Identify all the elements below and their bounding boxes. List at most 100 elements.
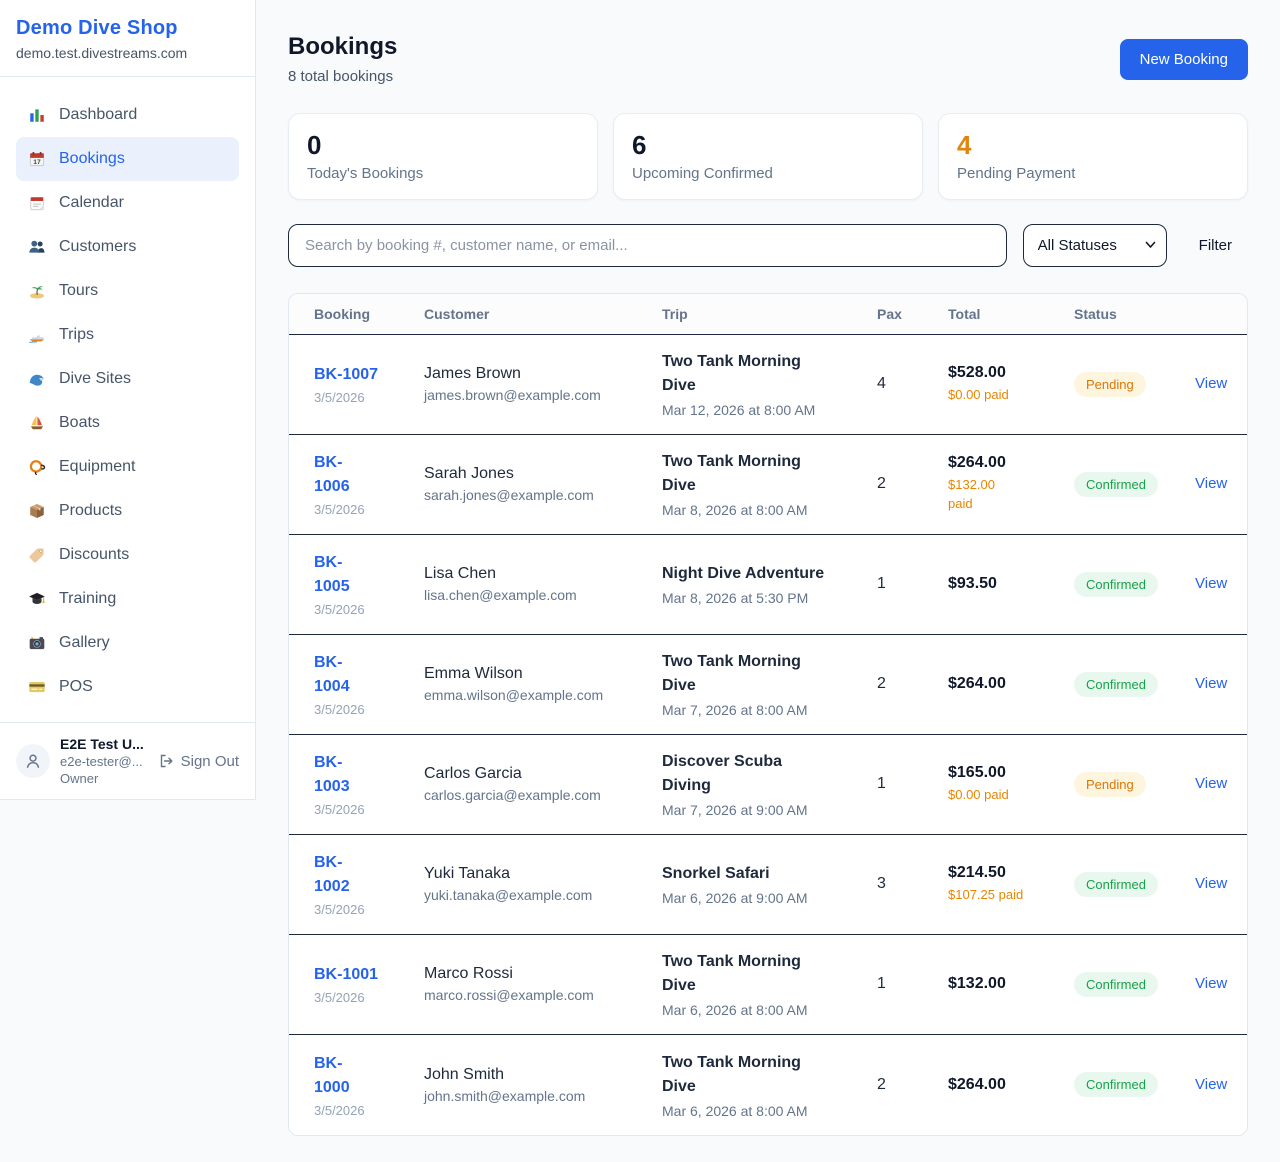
- sidebar-item-boats[interactable]: Boats: [16, 401, 239, 445]
- actions-cell: View: [1195, 375, 1227, 393]
- trip-name: Two Tank Morning Dive: [662, 653, 801, 695]
- new-booking-button[interactable]: New Booking: [1119, 39, 1248, 80]
- status-cell: Confirmed: [1074, 971, 1195, 997]
- sidebar: Demo Dive Shop demo.test.divestreams.com…: [0, 0, 256, 800]
- view-link[interactable]: View: [1195, 675, 1228, 693]
- trip-cell: Two Tank Morning Dive Mar 6, 2026 at 8:0…: [662, 950, 877, 1018]
- status-cell: Confirmed: [1074, 1072, 1195, 1098]
- desert-island-icon: [30, 286, 44, 299]
- paid-amount: $0.00 paid: [948, 386, 1009, 402]
- trip-name: Two Tank Morning Dive: [662, 1053, 801, 1095]
- view-link[interactable]: View: [1195, 475, 1228, 493]
- stat-value: 4: [957, 130, 972, 160]
- view-link[interactable]: View: [1195, 875, 1228, 893]
- trip-datetime: Mar 6, 2026 at 8:00 AM: [662, 1002, 808, 1019]
- booking-cell: BK- 1003 3/5/2026: [314, 751, 424, 817]
- booking-id-link[interactable]: BK- 1005: [314, 554, 350, 596]
- person-icon: [26, 754, 40, 768]
- table-row: BK- 1002 3/5/2026 Yuki Tanaka yuki.tanak…: [289, 835, 1247, 935]
- bar-chart-icon: [30, 109, 44, 122]
- booking-date: 3/5/2026: [314, 502, 365, 518]
- customer-name: Yuki Tanaka: [424, 865, 510, 883]
- stat-card-upcoming-confirmed: 6 Upcoming Confirmed: [613, 113, 923, 200]
- total-amount: $93.50: [948, 575, 997, 593]
- sidebar-item-pos[interactable]: POS: [16, 665, 239, 709]
- view-link[interactable]: View: [1195, 1075, 1228, 1093]
- sidebar-item-gallery[interactable]: Gallery: [16, 621, 239, 665]
- view-link[interactable]: View: [1195, 575, 1228, 593]
- filter-button[interactable]: Filter: [1183, 237, 1248, 254]
- customer-email: james.brown@example.com: [424, 387, 601, 404]
- stat-card-todays-bookings: 0 Today's Bookings: [288, 113, 598, 200]
- search-input[interactable]: [288, 223, 1007, 267]
- sidebar-item-training[interactable]: Training: [16, 577, 239, 621]
- column-header-customer: Customer: [424, 305, 490, 322]
- tear-off-calendar-icon: [30, 197, 44, 211]
- trip-name: Two Tank Morning Dive: [662, 453, 801, 495]
- sidebar-item-label: Dashboard: [59, 106, 138, 123]
- total-amount: $132.00: [948, 975, 1006, 993]
- status-badge: Confirmed: [1074, 871, 1158, 897]
- pax-count: 2: [877, 675, 886, 693]
- customer-name: Marco Rossi: [424, 965, 513, 983]
- calendar-17-icon: 17: [29, 152, 45, 166]
- table-row: BK- 1006 3/5/2026 Sarah Jones sarah.jone…: [289, 435, 1247, 535]
- page-header: Bookings 8 total bookings New Booking: [288, 33, 1248, 85]
- customer-email: lisa.chen@example.com: [424, 587, 577, 604]
- customer-name: Emma Wilson: [424, 665, 523, 683]
- sidebar-item-label: Products: [59, 502, 123, 519]
- sidebar-item-label: Trips: [59, 326, 94, 343]
- total-cell: $165.00 $0.00 paid: [948, 764, 1074, 805]
- sidebar-item-bookings[interactable]: 17 Bookings: [16, 137, 239, 181]
- booking-id-link[interactable]: BK- 1003: [314, 754, 350, 796]
- total-cell: $93.50: [948, 575, 1074, 593]
- view-link[interactable]: View: [1195, 375, 1228, 393]
- wave-icon: [29, 374, 44, 386]
- sidebar-item-label: Calendar: [59, 194, 124, 211]
- sidebar-item-discounts[interactable]: Discounts: [16, 533, 239, 577]
- booking-id-link[interactable]: BK- 1000: [314, 1054, 350, 1096]
- sidebar-item-label: Gallery: [59, 634, 110, 651]
- total-amount: $264.00: [948, 675, 1006, 693]
- booking-id-link[interactable]: BK-1007: [314, 366, 379, 384]
- table-header: Booking Customer Trip Pax Total Status: [289, 293, 1247, 335]
- status-cell: Confirmed: [1074, 471, 1195, 497]
- sidebar-item-tours[interactable]: Tours: [16, 269, 239, 313]
- main-content: Bookings 8 total bookings New Booking 0 …: [288, 0, 1248, 1136]
- trip-cell: Two Tank Morning Dive Mar 8, 2026 at 8:0…: [662, 450, 877, 518]
- stat-card-pending-payment: 4 Pending Payment: [938, 113, 1248, 200]
- pax-count: 1: [877, 575, 886, 593]
- total-amount: $264.00: [948, 454, 1006, 472]
- trip-name: Night Dive Adventure: [662, 565, 825, 583]
- booking-id-link[interactable]: BK- 1002: [314, 854, 350, 896]
- sidebar-item-trips[interactable]: Trips: [16, 313, 239, 357]
- customer-cell: Emma Wilson emma.wilson@example.com: [424, 665, 662, 703]
- trip-name: Two Tank Morning Dive: [662, 953, 801, 995]
- customer-email: emma.wilson@example.com: [424, 687, 604, 704]
- status-select[interactable]: All Statuses: [1022, 223, 1167, 267]
- sign-out-button[interactable]: Sign Out: [158, 753, 239, 770]
- stat-value: 0: [307, 130, 322, 160]
- view-link[interactable]: View: [1195, 775, 1228, 793]
- booking-id-link[interactable]: BK- 1004: [314, 654, 350, 696]
- status-cell: Pending: [1074, 371, 1195, 397]
- booking-id-link[interactable]: BK- 1006: [314, 454, 350, 496]
- sidebar-item-dashboard[interactable]: Dashboard: [16, 93, 239, 137]
- table-row: BK-1001 3/5/2026 Marco Rossi marco.rossi…: [289, 935, 1247, 1035]
- view-link[interactable]: View: [1195, 975, 1228, 993]
- booking-cell: BK- 1000 3/5/2026: [314, 1052, 424, 1118]
- camera-icon: [29, 636, 45, 650]
- sidebar-item-customers[interactable]: Customers: [16, 225, 239, 269]
- trip-name: Two Tank Morning Dive: [662, 353, 801, 395]
- booking-id-link[interactable]: BK-1001: [314, 966, 379, 984]
- actions-cell: View: [1195, 675, 1227, 693]
- booking-date: 3/5/2026: [314, 902, 365, 918]
- sidebar-item-products[interactable]: Products: [16, 489, 239, 533]
- avatar: [16, 744, 50, 778]
- sidebar-item-dive-sites[interactable]: Dive Sites: [16, 357, 239, 401]
- table-row: BK-1007 3/5/2026 James Brown james.brown…: [289, 335, 1247, 435]
- user-role: Owner: [60, 771, 99, 786]
- sidebar-item-equipment[interactable]: Equipment: [16, 445, 239, 489]
- status-badge: Pending: [1074, 371, 1146, 397]
- sidebar-item-calendar[interactable]: Calendar: [16, 181, 239, 225]
